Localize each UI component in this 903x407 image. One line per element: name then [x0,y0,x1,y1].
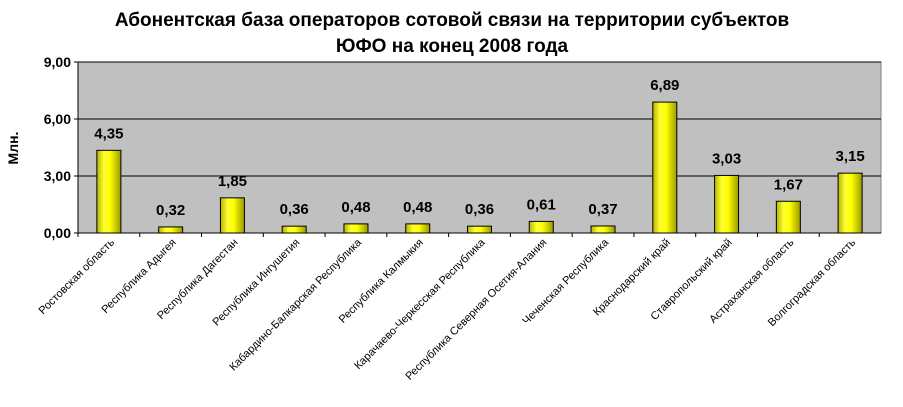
bar [528,220,554,234]
bar [590,225,616,234]
x-tick-label: Карачаево-Черкесская Республика [352,236,488,372]
data-label: 0,36 [465,201,494,218]
chart-title-line-2: ЮФО на конец 2008 года [336,36,569,57]
x-tick-label: Кабардино-Балкарская Республика [227,236,364,373]
y-tick-label: 9,00 [44,54,71,70]
bar [281,225,307,234]
data-label: 1,85 [218,173,247,190]
data-label: 0,48 [403,199,432,216]
data-label: 3,15 [836,148,865,165]
data-label: 3,03 [712,150,741,167]
data-label: 1,67 [774,176,803,193]
y-tick-label: 3,00 [44,168,71,184]
data-label: 0,37 [588,201,617,218]
data-label: 4,35 [94,125,123,142]
bar [158,226,184,234]
data-label: 6,89 [650,77,679,94]
bar [343,223,369,234]
data-label: 0,48 [341,199,370,216]
y-tick-label: 0,00 [44,225,71,241]
bar [775,200,801,234]
bar [219,197,245,234]
bar [714,174,740,234]
bar [96,149,122,234]
x-tick-label: Республика Северная Осетия-Алания [403,237,549,383]
bar [467,225,492,234]
plot-area [77,61,882,234]
bar [405,223,431,234]
gridlines [78,61,881,177]
value-labels: 4,35 0,32 1,85 0,36 0,48 0,48 0,36 0,61 0,37 6,89… [94,77,864,219]
chart-title-line-1: Абонентская база операторов сотовой связ… [115,10,789,31]
bar [837,172,863,234]
data-label: 0,32 [156,202,185,219]
data-label: 0,61 [527,196,556,213]
bars [96,101,863,234]
y-axis-ticks: 0,00 3,00 6,00 9,00 [44,54,78,241]
data-label: 0,36 [280,201,309,218]
bar [652,101,678,234]
y-axis-label: Млн. [5,132,21,165]
y-tick-label: 6,00 [44,111,71,127]
